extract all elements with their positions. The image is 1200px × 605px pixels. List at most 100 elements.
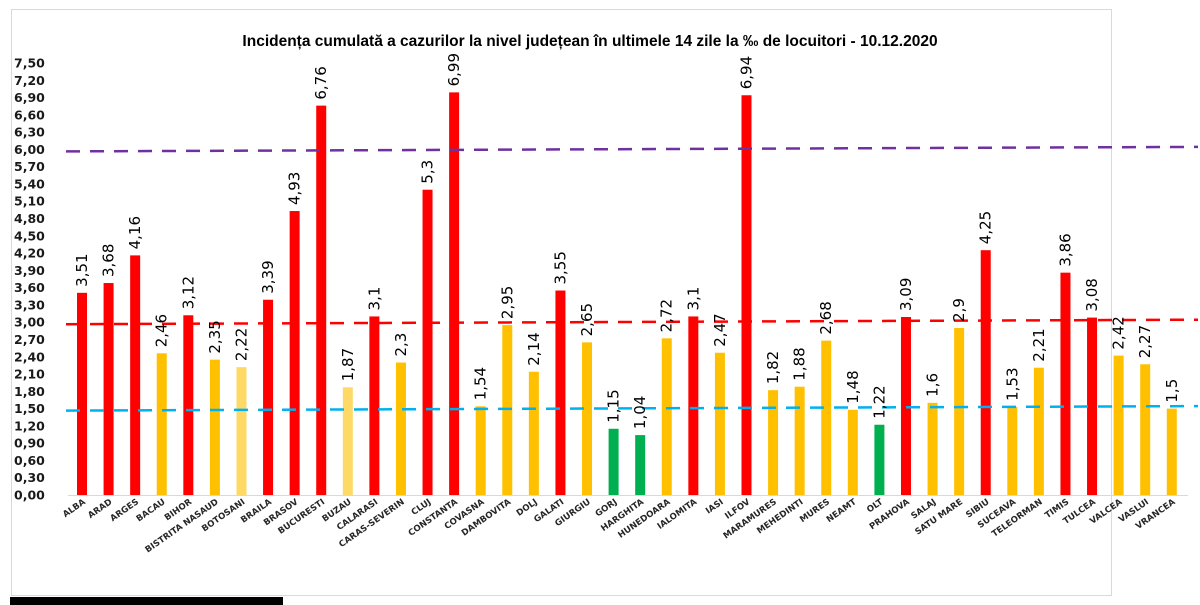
data-label: 1,48 <box>844 370 862 403</box>
data-label: 1,5 <box>1163 379 1181 403</box>
y-tick-label: 4,20 <box>14 246 45 261</box>
bar-harghita <box>635 435 646 495</box>
data-label: 1,82 <box>764 351 782 384</box>
reference-line-6 <box>65 145 1199 153</box>
bar-prahova <box>900 317 911 495</box>
y-tick-label: 2,10 <box>14 367 45 382</box>
data-label: 2,46 <box>153 314 171 347</box>
bar-mehedinti <box>794 386 805 495</box>
bar-brasov <box>289 211 300 496</box>
y-tick-label: 2,40 <box>14 349 45 364</box>
data-label: 2,95 <box>498 286 516 319</box>
data-label: 4,25 <box>977 211 995 244</box>
data-label: 2,9 <box>950 298 968 322</box>
bar-caras-severin <box>395 362 406 495</box>
y-tick-label: 0,30 <box>14 470 45 485</box>
y-tick-label: 6,30 <box>14 125 45 140</box>
data-label: 2,68 <box>817 301 835 334</box>
x-tick-label: BACAU <box>135 497 168 524</box>
y-tick-label: 0,90 <box>14 436 45 451</box>
bar-bucuresti <box>316 105 327 496</box>
data-label: 2,27 <box>1136 325 1154 358</box>
y-axis: 0,00 0,30 0,60 0,90 1,20 1,50 1,80 2,10 2,40 2,70… <box>14 56 1188 503</box>
bar-alba <box>77 292 87 495</box>
data-label: 2,35 <box>206 320 224 353</box>
y-tick-label: 4,50 <box>14 228 45 243</box>
bar-salaj <box>927 402 938 495</box>
data-label: 2,72 <box>658 299 676 332</box>
bar-olt <box>874 424 885 495</box>
y-tick-label: 3,30 <box>14 297 45 312</box>
y-tick-label: 7,50 <box>14 56 45 71</box>
data-label: 3,55 <box>551 251 569 284</box>
y-tick-label: 3,60 <box>14 280 45 295</box>
data-label: 2,14 <box>525 332 543 365</box>
data-label: 3,08 <box>1083 278 1101 311</box>
y-tick-label: 1,80 <box>14 384 45 399</box>
bar-teleorman <box>1033 367 1044 495</box>
bar-ilfov <box>741 95 752 496</box>
bar-gorj <box>608 428 619 495</box>
reference-line-3 <box>65 318 1199 326</box>
data-label: 3,09 <box>897 278 915 311</box>
bar-cluj <box>422 189 433 495</box>
data-label: 3,86 <box>1056 233 1074 266</box>
bar-arad <box>103 283 114 495</box>
bar-giurgiu <box>582 342 593 495</box>
y-tick-label: 7,20 <box>14 73 45 88</box>
data-label: 1,54 <box>472 367 490 400</box>
chart-title: Incidența cumulată a cazurilor la nivel … <box>242 33 937 50</box>
y-tick-label: 3,90 <box>14 263 45 278</box>
y-tick-label: 1,20 <box>14 418 45 433</box>
bar-bihor <box>183 315 194 495</box>
data-label: 1,87 <box>339 348 357 381</box>
data-label: 2,47 <box>711 313 729 346</box>
bar-valcea <box>1113 355 1124 495</box>
x-tick-label: ARGES <box>109 497 141 524</box>
bar-ialomita <box>688 316 699 495</box>
y-tick-label: 1,50 <box>14 401 45 416</box>
data-label: 2,21 <box>1030 328 1048 361</box>
y-tick-label: 6,90 <box>14 90 45 105</box>
data-label: 1,04 <box>631 396 649 429</box>
y-tick-label: 5,10 <box>14 194 45 209</box>
data-label: 3,1 <box>684 287 702 311</box>
data-label: 1,88 <box>791 347 809 380</box>
bar-timis <box>1060 272 1071 495</box>
bar-hunedoara <box>661 338 672 495</box>
data-label: 2,65 <box>578 303 596 336</box>
bar-buzau <box>342 387 353 495</box>
bar-neamt <box>847 409 858 495</box>
data-label: 3,51 <box>73 253 91 286</box>
bar-tulcea <box>1087 317 1098 495</box>
data-label: 1,22 <box>870 385 888 418</box>
x-tick-label: BUCURESTI <box>277 497 327 536</box>
data-label: 1,15 <box>605 389 623 422</box>
bar-sibiu <box>980 250 991 495</box>
data-label: 6,76 <box>312 66 330 99</box>
bottom-bar <box>10 597 283 605</box>
data-label: 3,68 <box>100 244 118 277</box>
x-tick-label: NEAMT <box>825 497 859 525</box>
data-label: 2,3 <box>392 333 410 357</box>
y-tick-label: 5,70 <box>14 159 45 174</box>
data-label: 1,6 <box>924 373 942 397</box>
data-label: 3,39 <box>259 260 277 293</box>
bar-calarasi <box>369 316 380 495</box>
bar-dolj <box>528 371 539 495</box>
y-tick-label: 3,00 <box>14 315 45 330</box>
data-label: 4,93 <box>286 172 304 205</box>
bar-galati <box>555 290 566 495</box>
bar-satu-mare <box>954 327 965 495</box>
y-tick-label: 0,60 <box>14 453 45 468</box>
x-tick-label: OLT <box>865 497 885 515</box>
data-label: 3,1 <box>365 287 383 311</box>
bar-maramures <box>768 390 779 495</box>
data-label: 1,53 <box>1003 367 1021 400</box>
bar-botosani <box>236 367 247 495</box>
y-tick-label: 6,00 <box>14 142 45 157</box>
data-label: 5,3 <box>419 160 437 184</box>
bar-vrancea <box>1166 408 1177 495</box>
